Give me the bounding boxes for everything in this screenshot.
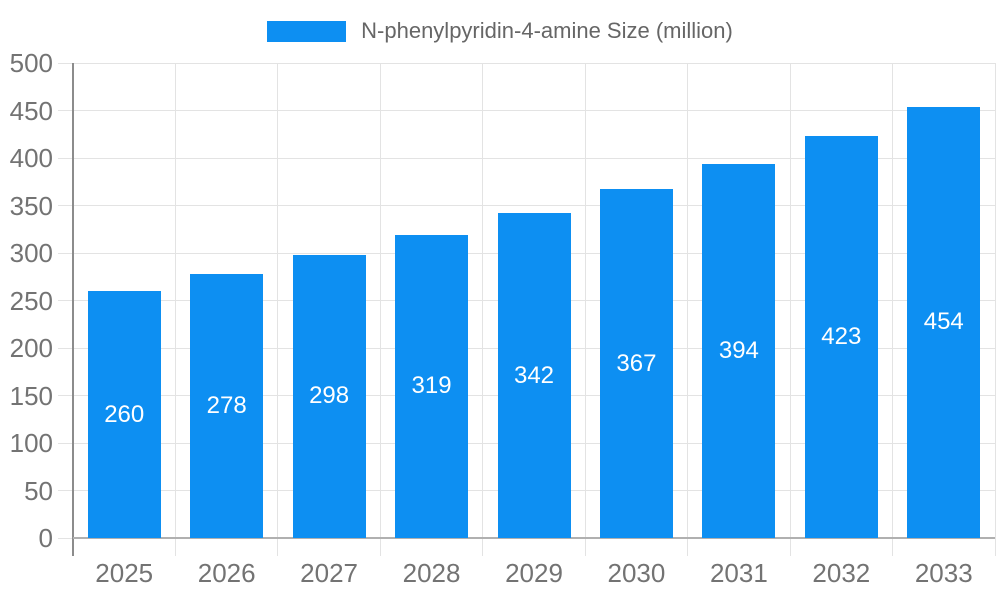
bar-2031[interactable] xyxy=(702,163,776,538)
y-axis-tick xyxy=(58,205,73,206)
x-axis-tick xyxy=(482,538,484,556)
legend-label: N-phenylpyridin-4-amine Size (million) xyxy=(361,18,733,43)
y-axis-tick xyxy=(58,157,73,159)
y-axis-tick xyxy=(58,347,73,349)
y-axis-tick xyxy=(58,442,73,444)
bar-value-label: 454 xyxy=(923,308,964,336)
x-axis-tick xyxy=(994,538,996,556)
y-gridline xyxy=(73,62,995,64)
bar-2026[interactable] xyxy=(190,273,264,538)
x-tick-label-2030: 2030 xyxy=(607,558,666,588)
y-axis-tick xyxy=(58,110,73,111)
x-axis-tick xyxy=(789,538,791,556)
x-gridline xyxy=(892,63,894,538)
x-tick-label-2033: 2033 xyxy=(914,558,973,588)
x-gridline xyxy=(277,63,279,538)
bar-value-label: 298 xyxy=(309,382,350,410)
x-axis-tick xyxy=(277,538,279,556)
x-tick-label-2028: 2028 xyxy=(402,558,461,588)
y-axis-tick xyxy=(58,395,73,396)
y-axis-tick xyxy=(58,537,73,539)
y-tick-label: 400 xyxy=(9,143,53,173)
y-axis-tick xyxy=(58,300,73,301)
bar-value-label: 423 xyxy=(821,323,862,351)
bar-value-label: 394 xyxy=(718,336,759,364)
bar-2025[interactable] xyxy=(87,291,161,538)
y-axis-tick xyxy=(58,490,73,491)
x-gridline xyxy=(994,63,996,538)
y-gridline xyxy=(73,157,995,159)
x-axis-line xyxy=(73,537,995,539)
legend: N-phenylpyridin-4-amine Size (million) xyxy=(0,18,1000,44)
y-tick-label: 150 xyxy=(9,380,53,411)
y-axis-tick xyxy=(58,252,73,254)
x-axis-tick xyxy=(892,538,894,556)
bar-2032[interactable] xyxy=(804,136,878,538)
x-tick-label-2027: 2027 xyxy=(300,558,359,588)
y-tick-label: 300 xyxy=(9,238,53,268)
x-gridline xyxy=(584,63,586,538)
x-axis-tick xyxy=(174,538,176,556)
bar-2030[interactable] xyxy=(599,189,673,538)
x-gridline xyxy=(174,63,176,538)
x-gridline xyxy=(789,63,791,538)
y-tick-label: 250 xyxy=(9,285,53,316)
bar-value-label: 367 xyxy=(616,349,657,377)
bar-value-label: 260 xyxy=(104,400,145,428)
x-axis-tick xyxy=(379,538,381,556)
x-axis-tick xyxy=(584,538,586,556)
x-gridline xyxy=(379,63,381,538)
bar-2028[interactable] xyxy=(395,234,469,538)
y-tick-label: 50 xyxy=(24,475,53,506)
bar-2027[interactable] xyxy=(292,254,366,538)
y-gridline xyxy=(73,110,995,111)
bar-value-label: 342 xyxy=(513,361,555,389)
x-tick-label-2032: 2032 xyxy=(812,558,871,588)
y-gridline xyxy=(73,205,995,206)
y-tick-label: 0 xyxy=(38,523,53,553)
x-gridline xyxy=(687,63,689,538)
y-axis-tick xyxy=(58,62,73,64)
y-tick-label: 500 xyxy=(9,48,53,78)
bar-value-label: 319 xyxy=(411,372,452,400)
legend-swatch xyxy=(267,20,347,42)
y-tick-label: 100 xyxy=(9,428,53,458)
bar-2033[interactable] xyxy=(907,106,981,538)
x-gridline xyxy=(482,63,484,538)
x-tick-label-2029: 2029 xyxy=(505,558,563,588)
x-tick-label-2026: 2026 xyxy=(197,558,256,588)
y-tick-label: 450 xyxy=(9,95,53,126)
y-tick-label: 350 xyxy=(9,190,53,221)
x-tick-label-2025: 2025 xyxy=(95,558,154,588)
bar-value-label: 278 xyxy=(206,391,247,419)
y-tick-label: 200 xyxy=(9,333,53,363)
bar-2029[interactable] xyxy=(497,213,571,538)
x-axis-tick xyxy=(687,538,689,556)
x-tick-label-2031: 2031 xyxy=(709,558,768,588)
y-axis-line xyxy=(72,63,74,556)
legend-item[interactable]: N-phenylpyridin-4-amine Size (million) xyxy=(267,18,733,44)
